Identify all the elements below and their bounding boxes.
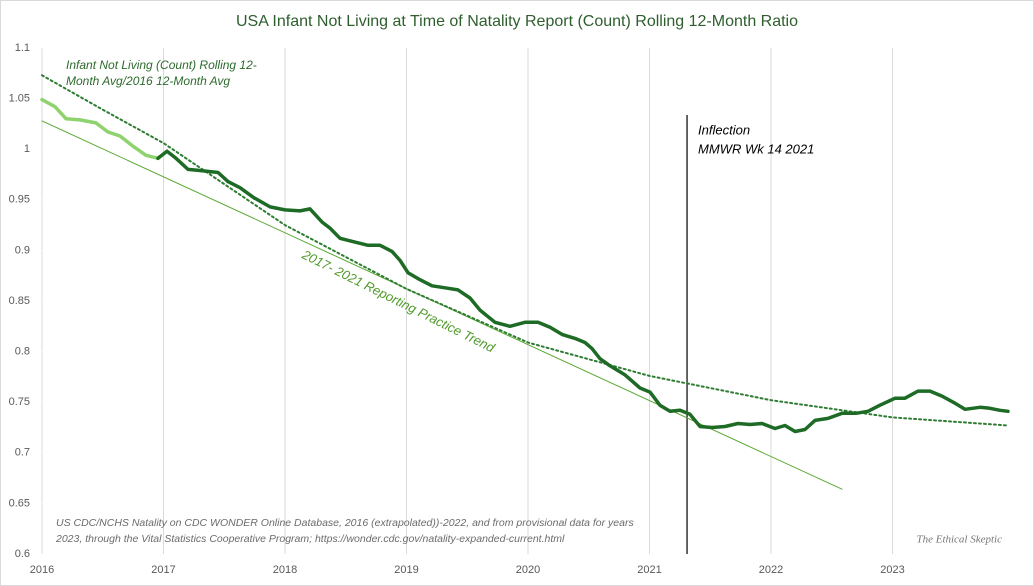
inflection-label: MMWR Wk 14 2021 [698, 141, 814, 156]
trend-label: Infant Not Living (Count) Rolling 12- [66, 58, 257, 72]
x-tick-label: 2017 [151, 564, 175, 576]
series-line [40, 97, 160, 161]
y-tick-label: 0.75 [9, 396, 30, 408]
y-tick-label: 1 [24, 143, 30, 155]
x-tick-label: 2022 [759, 564, 783, 576]
x-tick-label: 2021 [637, 564, 661, 576]
y-tick-label: 0.9 [15, 244, 30, 256]
x-tick-label: 2018 [273, 564, 297, 576]
y-tick-label: 0.65 [9, 497, 30, 509]
source-note: 2023, through the Vital Statistics Coope… [55, 533, 565, 545]
y-tick-label: 0.7 [15, 447, 30, 459]
trend-label: Month Avg/2016 12-Month Avg [66, 74, 230, 88]
x-tick-label: 2016 [30, 564, 54, 576]
y-tick-label: 1.05 [9, 93, 30, 105]
x-tick-label: 2020 [516, 564, 540, 576]
series-line [41, 74, 1009, 427]
y-tick-label: 0.8 [15, 346, 30, 358]
y-tick-label: 0.6 [15, 548, 30, 560]
inflection-label: Inflection [698, 122, 750, 137]
y-tick-label: 0.95 [9, 194, 30, 206]
y-tick-label: 0.85 [9, 295, 30, 307]
chart-title: USA Infant Not Living at Time of Natalit… [236, 13, 798, 30]
y-tick-label: 1.1 [15, 42, 30, 54]
watermark: The Ethical Skeptic [916, 534, 1002, 546]
series-line [156, 149, 1010, 434]
x-tick-label: 2019 [394, 564, 418, 576]
x-tick-label: 2023 [880, 564, 904, 576]
source-note: US CDC/NCHS Natality on CDC WONDER Onlin… [56, 517, 634, 529]
